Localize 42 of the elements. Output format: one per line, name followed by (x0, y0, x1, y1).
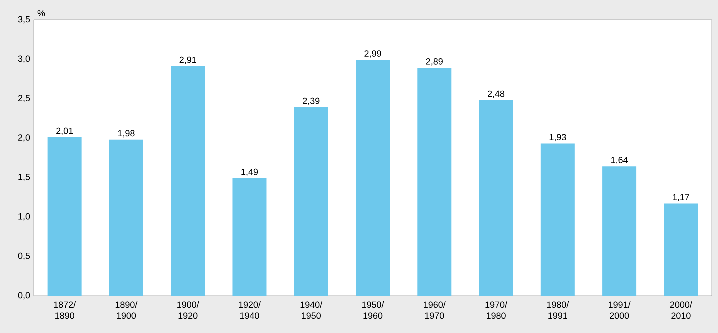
x-tick-label: 2000/ 2010 (670, 302, 692, 320)
y-tick-label: 1,0 (18, 213, 30, 221)
x-tick-label: 1960/ 1970 (424, 302, 446, 320)
x-tick-label: 1980/ 1991 (547, 302, 570, 320)
bar (232, 178, 267, 296)
y-tick-label: 1,5 (18, 174, 30, 182)
x-tick-label: 1940/ 1950 (300, 302, 323, 320)
data-label: 1,93 (550, 134, 566, 142)
data-label: 2,89 (426, 58, 443, 66)
bar (664, 204, 698, 296)
data-label: 2,91 (180, 56, 196, 64)
data-label: 2,39 (303, 98, 320, 106)
y-tick-label: 0,0 (18, 292, 30, 300)
x-tick-label: 1991/ 2000 (609, 302, 631, 320)
data-label: 1,98 (118, 130, 135, 138)
bar (171, 66, 206, 296)
bar (48, 137, 82, 296)
y-axis-title: % (38, 10, 46, 16)
data-label: 1,64 (612, 157, 628, 164)
y-tick-label: 2,5 (18, 95, 30, 103)
y-tick-label: 3,0 (18, 56, 30, 64)
x-tick-label: 1872/ 1890 (54, 302, 76, 320)
bar (109, 140, 144, 296)
y-tick-label: 0,5 (18, 252, 30, 260)
data-label: 1,49 (242, 168, 258, 176)
bar (602, 166, 637, 296)
y-tick-label: 3,5 (18, 16, 30, 24)
data-label: 2,01 (56, 128, 74, 136)
x-tick-label: 1920/ 1940 (239, 302, 261, 320)
x-tick-label: 1900/ 1920 (178, 302, 200, 320)
data-label: 2,99 (364, 50, 382, 58)
x-tick-label: 1950/ 1960 (362, 302, 384, 320)
bar (479, 100, 514, 296)
bar (294, 108, 328, 296)
data-label: 2,48 (488, 90, 505, 98)
bar (356, 60, 390, 296)
x-tick-label: 1970/ 1980 (486, 302, 508, 320)
bar (418, 68, 452, 296)
data-label: 1,17 (673, 194, 690, 202)
x-tick-label: 1890/ 1900 (116, 302, 138, 320)
bar (540, 144, 575, 296)
y-tick-label: 2,0 (18, 134, 30, 142)
